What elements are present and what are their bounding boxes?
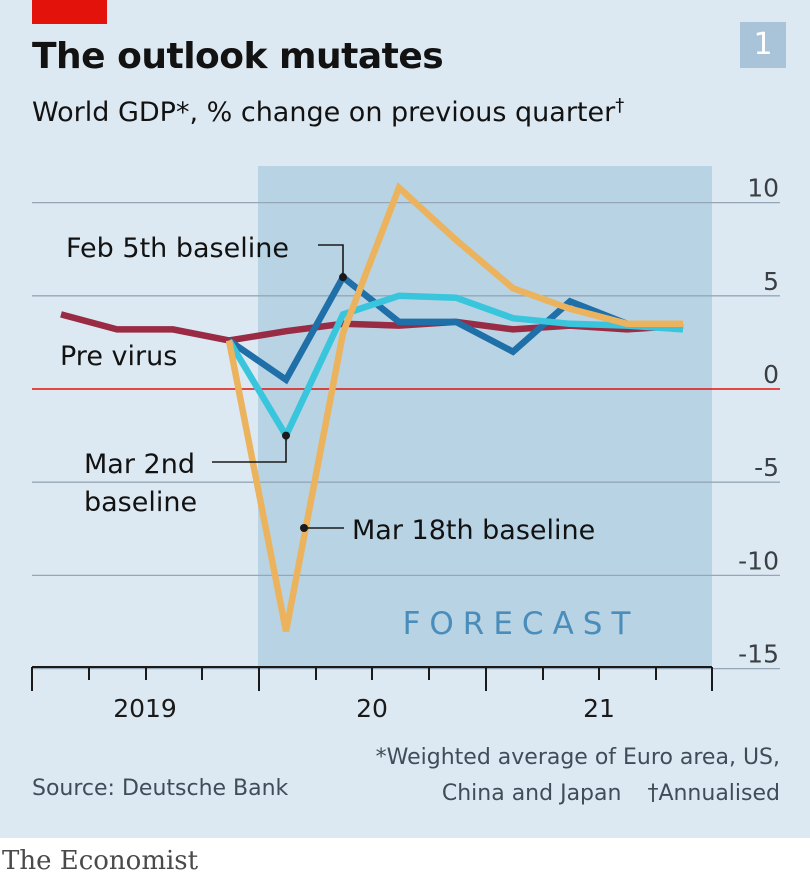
- mar-18th-baseline-line: [225, 182, 683, 632]
- y-tick-label: 5: [763, 267, 779, 296]
- forecast-band: [258, 166, 712, 667]
- y-tick-label: -15: [738, 640, 779, 669]
- footnote-annualised: †Annualised: [647, 781, 780, 806]
- brand-red-tag: [32, 0, 107, 24]
- y-tick-label: -5: [754, 453, 779, 482]
- y-tick-label: -10: [738, 546, 779, 575]
- mar-18th-label: Mar 18th baseline: [352, 515, 595, 546]
- footnote-line-2-text: China and Japan: [441, 781, 622, 806]
- feb-5th-label: Feb 5th baseline: [66, 233, 289, 264]
- footnote: *Weighted average of Euro area, US, Chin…: [260, 740, 780, 812]
- mar-2nd-leader-line: [212, 435, 287, 463]
- publisher-brand: The Economist: [2, 846, 199, 876]
- subtitle-text: World GDP*, % change on previous quarter: [32, 97, 616, 128]
- chart-number-badge: 1: [740, 22, 786, 68]
- source-note: Source: Deutsche Bank: [32, 776, 289, 801]
- chart-card: The outlook mutates World GDP*, % change…: [0, 0, 810, 838]
- subtitle-dagger: †: [615, 95, 625, 116]
- mar-2nd-label-line-2: baseline: [84, 487, 197, 518]
- x-tick-label: 21: [583, 694, 615, 723]
- feb-5th-marker-dot: [339, 273, 347, 282]
- feb-5th-leader-line: [318, 244, 344, 278]
- x-tick-label: 2019: [113, 694, 177, 723]
- chart-title: The outlook mutates: [32, 36, 444, 77]
- mar-18th-marker-dot: [300, 524, 308, 532]
- footnote-line-2: China and Japan †Annualised: [260, 776, 780, 812]
- footnote-line-1: *Weighted average of Euro area, US,: [375, 745, 780, 770]
- pre-virus-label: Pre virus: [60, 341, 177, 372]
- mar-2nd-label-line-1: Mar 2nd: [84, 449, 195, 480]
- mar-2nd-marker-dot: [282, 431, 290, 440]
- line-chart: 10 5 0 -5 -10 -15 2019 20 21 FORECAST Feb 5th base…: [31, 166, 780, 723]
- y-tick-label: 0: [763, 360, 779, 389]
- chart-subtitle: World GDP*, % change on previous quarter…: [32, 95, 624, 128]
- forecast-label: FORECAST: [403, 606, 640, 642]
- y-tick-label: 10: [747, 174, 779, 203]
- x-tick-label: 20: [356, 694, 388, 723]
- mar-2nd-baseline-line: [226, 292, 684, 443]
